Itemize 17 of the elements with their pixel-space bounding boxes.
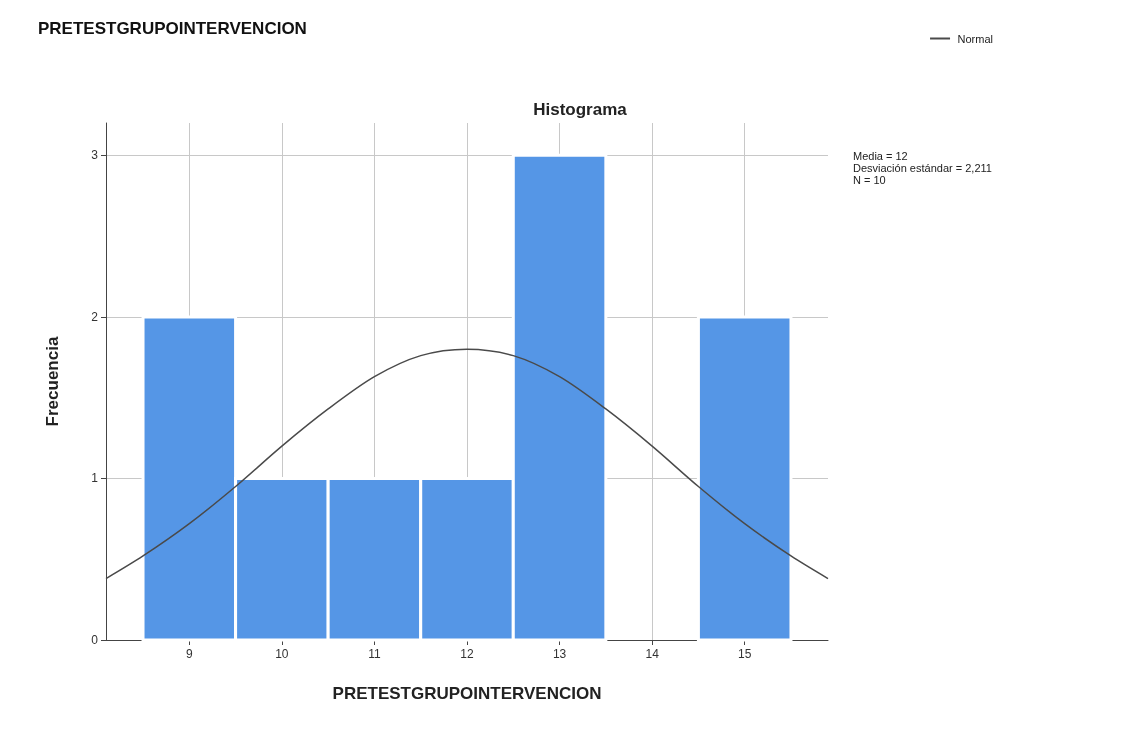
legend-label: Normal bbox=[957, 32, 993, 45]
x-tick-label: 13 bbox=[552, 647, 567, 661]
y-tick-label: 3 bbox=[91, 148, 99, 163]
y-tick-label: 1 bbox=[91, 471, 99, 486]
text: Media = 12 Desviación estándar = 2,211 N = 10 bbox=[853, 150, 992, 186]
x-axis-title: PRETESTGRUPOINTERVENCION bbox=[332, 684, 602, 703]
text: PRETESTGRUPOINTERVENCION bbox=[38, 19, 307, 38]
chart-title: Histograma bbox=[533, 100, 628, 119]
x-tick-label: 10 bbox=[275, 647, 289, 661]
x-tick-label: 14 bbox=[645, 647, 660, 661]
x-tick-label: 15 bbox=[738, 647, 752, 661]
x-tick-label: 9 bbox=[185, 647, 193, 661]
y-axis-title: Frecuencia bbox=[43, 336, 62, 427]
y-tick-label: 0 bbox=[91, 633, 99, 647]
x-tick-label: 11 bbox=[368, 647, 381, 661]
x-tick-label: 12 bbox=[460, 647, 474, 661]
y-tick-label: 2 bbox=[91, 309, 99, 324]
